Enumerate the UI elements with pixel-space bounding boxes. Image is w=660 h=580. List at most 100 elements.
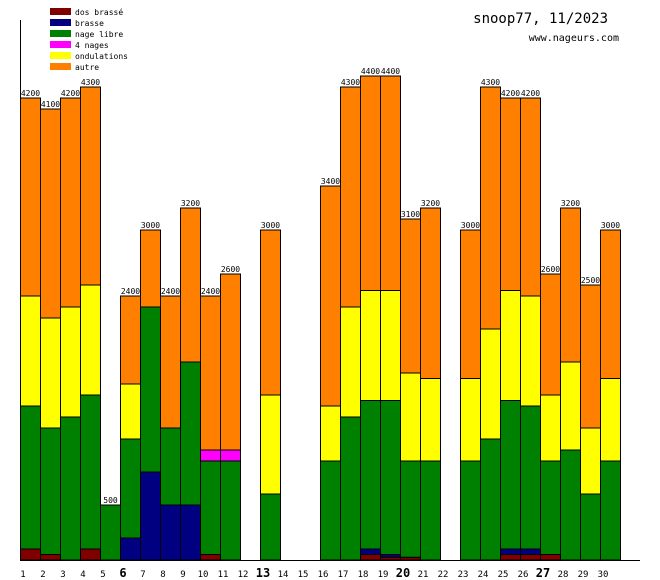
total-label: 4400 <box>361 67 380 76</box>
bar-segment-4-nages-day-10 <box>200 449 221 462</box>
bar-segment-dos-brasse-day-26 <box>520 554 541 561</box>
x-tick-label: 18 <box>358 570 369 580</box>
x-tick-label: 23 <box>458 570 469 580</box>
legend-label: dos brassé <box>75 7 123 17</box>
total-label: 4300 <box>81 78 100 87</box>
x-tick-label: 16 <box>318 570 329 580</box>
bar-segment-autre-day-17 <box>340 86 361 308</box>
legend-swatch <box>50 19 71 26</box>
bar-segment-autre-day-29 <box>580 284 601 429</box>
bar-segment-nage-libre-day-23 <box>460 460 481 561</box>
x-tick-label: 1 <box>20 570 25 580</box>
bar-segment-ondulations-day-26 <box>520 295 541 407</box>
bar-segment-autre-day-10 <box>200 295 221 451</box>
legend-swatch <box>50 41 71 48</box>
bar-segment-nage-libre-day-11 <box>220 460 241 561</box>
total-label: 3100 <box>401 210 420 219</box>
total-label: 4200 <box>21 89 40 98</box>
x-tick-label: 19 <box>378 570 389 580</box>
bar-segment-nage-libre-day-8 <box>160 427 181 506</box>
total-label: 3000 <box>461 221 480 230</box>
legend-label: ondulations <box>75 52 128 61</box>
x-tick-label: 2 <box>40 570 45 580</box>
x-tick-label: 15 <box>298 570 309 580</box>
bar-segment-nage-libre-day-19 <box>380 400 401 555</box>
total-label: 2600 <box>221 265 240 274</box>
bar-segment-brasse-day-8 <box>160 504 181 561</box>
total-label: 500 <box>103 496 118 505</box>
bar-segment-autre-day-25 <box>500 97 521 291</box>
legend: dos brassé brasse nage libre 4 nages ondulat… <box>50 7 128 72</box>
bar-segment-ondulations-day-29 <box>580 427 601 495</box>
bar-segment-autre-day-16 <box>320 185 341 407</box>
bar-segment-brasse-day-26 <box>520 548 541 555</box>
x-tick-label: 28 <box>558 570 569 580</box>
total-label: 4200 <box>501 89 520 98</box>
total-label: 3200 <box>561 199 580 208</box>
x-tick-label: 17 <box>338 570 349 580</box>
bar-segment-autre-day-20 <box>400 218 421 374</box>
x-tick-label: 11 <box>218 570 229 580</box>
bar-segment-nage-libre-day-29 <box>580 493 601 561</box>
bars-group <box>20 75 621 561</box>
x-tick-label: 10 <box>198 570 209 580</box>
total-label: 3200 <box>421 199 440 208</box>
total-label: 4400 <box>381 67 400 76</box>
bar-segment-autre-day-3 <box>60 97 81 308</box>
bar-segment-dos-brasse-day-2 <box>40 554 61 561</box>
total-label: 3000 <box>141 221 160 230</box>
bar-segment-autre-day-18 <box>360 75 381 291</box>
x-tick-label: 7 <box>140 570 145 580</box>
bar-segment-dos-brasse-day-25 <box>500 554 521 561</box>
bar-segment-autre-day-7 <box>140 229 161 308</box>
total-label: 3400 <box>321 177 340 186</box>
bar-segment-ondulations-day-21 <box>420 378 441 462</box>
bar-segment-nage-libre-day-4 <box>80 394 101 550</box>
bar-segment-brasse-day-7 <box>140 471 161 561</box>
bar-segment-ondulations-day-17 <box>340 306 361 418</box>
bar-segment-autre-day-27 <box>540 273 561 396</box>
bar-segment-ondulations-day-30 <box>600 378 621 462</box>
bar-segment-brasse-day-9 <box>180 504 201 561</box>
total-label: 2400 <box>121 287 140 296</box>
x-tick-label: 5 <box>100 570 105 580</box>
bar-segment-autre-day-4 <box>80 86 101 286</box>
bar-segment-ondulations-day-19 <box>380 290 401 401</box>
chart-subtitle: www.nageurs.com <box>529 33 619 44</box>
bar-segment-ondulations-day-27 <box>540 394 561 462</box>
chart-title: snoop77, 11/2023 <box>473 11 608 27</box>
x-tick-label: 6 <box>119 566 126 580</box>
x-tick-labels: 1 2 3 4 5 6 7 8 9 10 11 12 13 14 15 16 17 18 19 20 21 22 23 24 2… <box>20 566 608 580</box>
total-label: 4300 <box>481 78 500 87</box>
bar-segment-dos-brasse-day-10 <box>200 554 221 561</box>
bar-segment-brasse-day-18 <box>360 548 381 555</box>
bar-segment-ondulations-day-6 <box>120 383 141 440</box>
total-labels-group: 4200410042004300500240030002400320024002… <box>21 67 620 505</box>
bar-segment-autre-day-23 <box>460 229 481 379</box>
x-tick-label: 13 <box>256 566 270 580</box>
bar-segment-autre-day-21 <box>420 207 441 379</box>
bar-segment-ondulations-day-20 <box>400 372 421 462</box>
legend-label: nage libre <box>75 30 123 39</box>
bar-segment-autre-day-26 <box>520 97 541 297</box>
total-label: 4300 <box>341 78 360 87</box>
bar-segment-nage-libre-day-17 <box>340 416 361 561</box>
legend-label: autre <box>75 63 99 72</box>
x-tick-label: 29 <box>578 570 589 580</box>
x-tick-label: 25 <box>498 570 509 580</box>
bar-segment-nage-libre-day-7 <box>140 306 161 473</box>
x-tick-label: 22 <box>438 570 449 580</box>
bar-segment-brasse-day-6 <box>120 537 141 561</box>
bar-segment-ondulations-day-2 <box>40 317 61 429</box>
x-tick-label: 30 <box>598 570 609 580</box>
total-label: 2600 <box>541 265 560 274</box>
bar-segment-nage-libre-day-13 <box>260 493 281 561</box>
bar-segment-nage-libre-day-18 <box>360 400 381 550</box>
x-tick-label: 9 <box>180 570 185 580</box>
total-label: 2500 <box>581 276 600 285</box>
legend-swatch <box>50 52 71 59</box>
bar-segment-nage-libre-day-9 <box>180 361 201 506</box>
bar-segment-nage-libre-day-3 <box>60 416 81 561</box>
bar-segment-autre-day-1 <box>20 97 41 297</box>
